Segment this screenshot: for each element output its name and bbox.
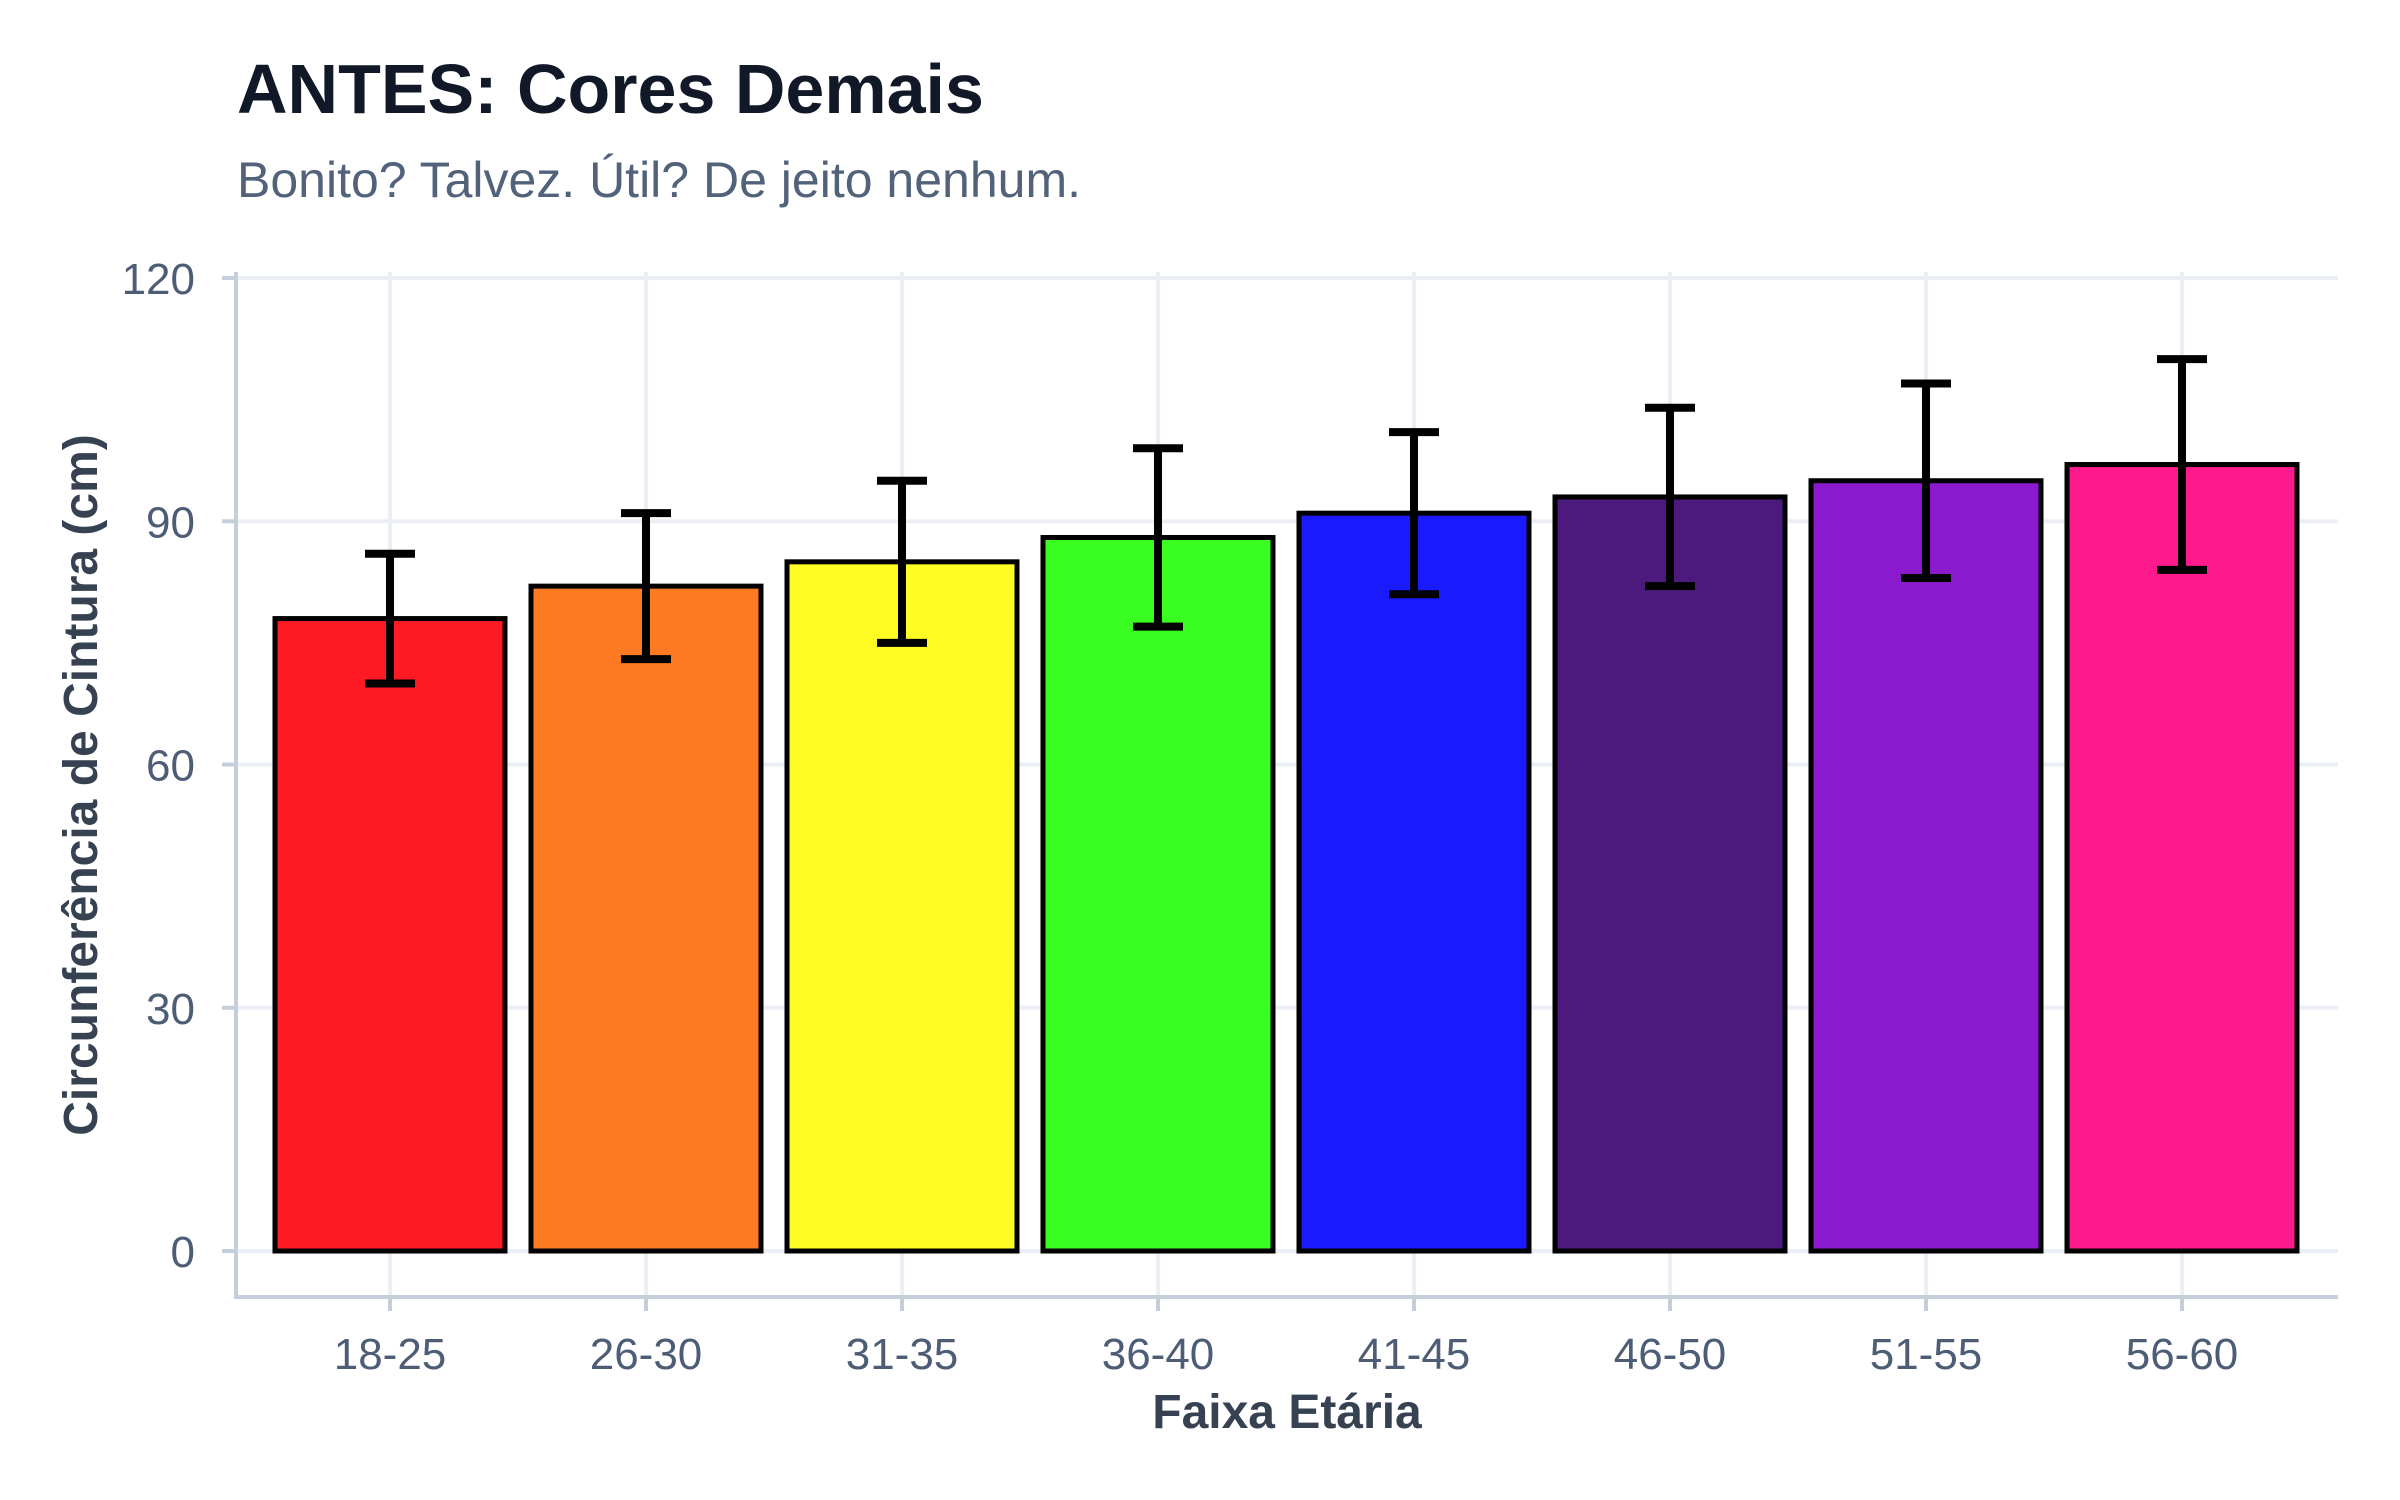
x-tick-label: 56-60 bbox=[2126, 1330, 2239, 1379]
y-tick-label: 120 bbox=[122, 255, 195, 304]
y-tick-label: 90 bbox=[146, 498, 195, 547]
error-bar-36-40 bbox=[1133, 444, 1183, 631]
y-tick-label: 60 bbox=[146, 742, 195, 791]
bar-56-60 bbox=[2064, 462, 2300, 1254]
x-tick-label: 18-25 bbox=[334, 1330, 447, 1379]
y-tick-labels: 0 30 60 90 120 bbox=[122, 255, 195, 1277]
error-bar-51-55 bbox=[1901, 379, 1951, 583]
x-tick-label: 51-55 bbox=[1870, 1330, 1983, 1379]
error-bars bbox=[365, 355, 2207, 688]
bar-51-55 bbox=[1808, 478, 2044, 1254]
bar-36-40 bbox=[1040, 534, 1276, 1254]
error-bar-56-60 bbox=[2157, 355, 2207, 574]
x-tick-labels: 18-25 26-30 31-35 36-40 41-45 46-50 51-55 56-60 bbox=[334, 1330, 2239, 1379]
error-bar-26-30 bbox=[621, 509, 671, 664]
x-tick-label: 31-35 bbox=[846, 1330, 959, 1379]
chart-title: ANTES: Cores Demais bbox=[237, 50, 984, 128]
bar-46-50 bbox=[1552, 494, 1788, 1254]
bar-26-30 bbox=[528, 583, 764, 1254]
bar-31-35 bbox=[784, 559, 1020, 1254]
chart-subtitle: Bonito? Talvez. Útil? De jeito nenhum. bbox=[237, 152, 1081, 208]
error-bar-31-35 bbox=[877, 476, 927, 647]
bar-41-45 bbox=[1296, 510, 1532, 1254]
error-bar-18-25 bbox=[365, 549, 415, 688]
y-tick-label: 30 bbox=[146, 985, 195, 1034]
error-bar-41-45 bbox=[1389, 428, 1439, 599]
axes bbox=[222, 272, 2338, 1311]
error-bar-46-50 bbox=[1645, 403, 1695, 591]
bars bbox=[272, 462, 2300, 1254]
y-axis-title: Circunferência de Cintura (cm) bbox=[55, 434, 108, 1135]
x-tick-label: 26-30 bbox=[590, 1330, 703, 1379]
x-axis-title: Faixa Etária bbox=[1152, 1386, 1422, 1439]
y-tick-label: 0 bbox=[171, 1228, 195, 1277]
bar-18-25 bbox=[272, 616, 508, 1254]
x-tick-label: 46-50 bbox=[1614, 1330, 1727, 1379]
x-tick-label: 41-45 bbox=[1358, 1330, 1471, 1379]
x-tick-label: 36-40 bbox=[1102, 1330, 1215, 1379]
